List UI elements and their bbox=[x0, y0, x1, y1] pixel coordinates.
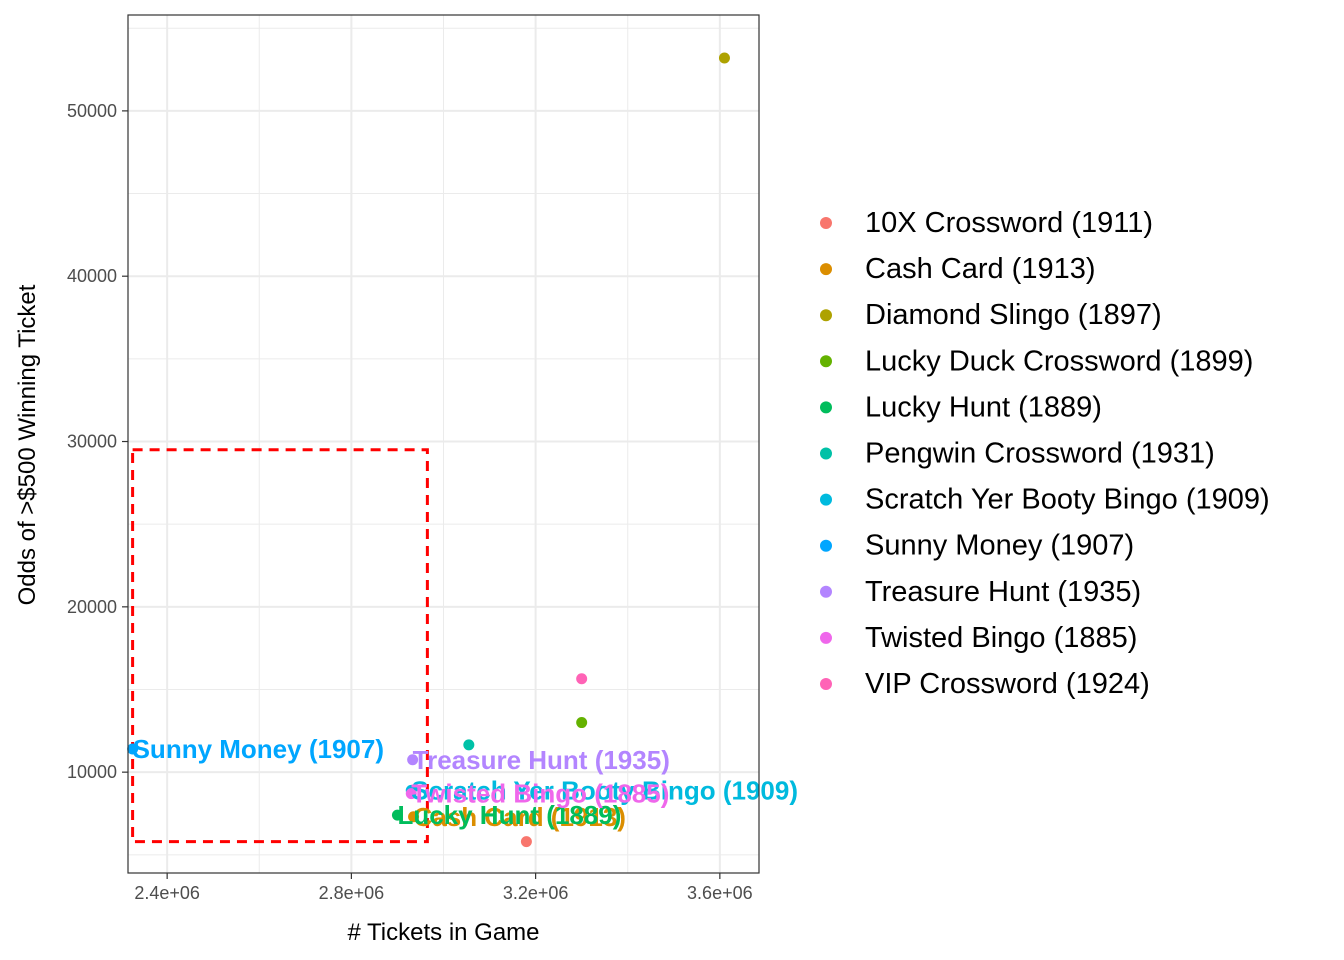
data-point bbox=[408, 811, 420, 823]
legend-key bbox=[820, 631, 832, 644]
legend-key bbox=[820, 539, 832, 552]
y-tick-label: 30000 bbox=[67, 432, 117, 452]
y-tick-label: 40000 bbox=[67, 266, 117, 286]
legend-key bbox=[820, 585, 832, 598]
panel-border bbox=[127, 14, 760, 874]
legend-key bbox=[820, 401, 832, 414]
point-label: Sunny Money (1907) bbox=[133, 734, 384, 764]
data-point bbox=[463, 739, 475, 751]
y-axis: 10000 20000 30000 40000 50000 bbox=[67, 101, 128, 782]
legend-label: Lucky Duck Crossword (1899) bbox=[865, 345, 1253, 377]
data-point bbox=[407, 754, 419, 766]
legend-key bbox=[820, 263, 832, 276]
point-label: Twisted Bingo (1885) bbox=[411, 779, 669, 809]
legend-label: Sunny Money (1907) bbox=[865, 530, 1134, 562]
points-layer bbox=[127, 52, 730, 848]
x-tick-label: 3.6e+06 bbox=[687, 883, 753, 903]
legend-key bbox=[820, 493, 832, 506]
x-tick-label: 3.2e+06 bbox=[503, 883, 569, 903]
legend-label: Twisted Bingo (1885) bbox=[865, 622, 1137, 654]
legend-key bbox=[820, 447, 832, 460]
x-axis-title: # Tickets in Game bbox=[347, 919, 539, 946]
data-point bbox=[391, 809, 403, 821]
legend-label: Diamond Slingo (1897) bbox=[865, 299, 1162, 331]
point-label: Lucky Hunt (1889) bbox=[397, 800, 621, 830]
legend-key bbox=[820, 355, 832, 368]
legend-label: Pengwin Crossword (1931) bbox=[865, 438, 1215, 470]
legend-key bbox=[820, 309, 832, 322]
data-point bbox=[520, 836, 532, 848]
legend-label: Treasure Hunt (1935) bbox=[865, 576, 1141, 608]
point-label: Cash Card (1913) bbox=[414, 802, 626, 832]
highlight-box-layer bbox=[131, 448, 429, 844]
point-labels-layer: Cash Card (1913)Lucky Hunt (1889)Scratch… bbox=[133, 734, 798, 832]
x-axis: 2.4e+06 2.8e+06 3.2e+06 3.6e+06 bbox=[134, 873, 753, 903]
legend-label: VIP Crossword (1924) bbox=[865, 668, 1150, 700]
legend-label: 10X Crossword (1911) bbox=[865, 207, 1153, 239]
x-tick-label: 2.8e+06 bbox=[319, 883, 385, 903]
grid-major bbox=[128, 15, 759, 873]
x-tick-label: 2.4e+06 bbox=[134, 883, 200, 903]
legend-label: Lucky Hunt (1889) bbox=[865, 391, 1102, 423]
data-point bbox=[405, 788, 417, 800]
legend-key bbox=[820, 217, 832, 229]
point-label: Scratch Yer Booty Bingo (1909) bbox=[411, 775, 798, 805]
legend-key bbox=[820, 678, 832, 690]
panel-frame bbox=[127, 14, 760, 874]
data-point bbox=[127, 743, 139, 755]
y-axis-title: Odds of >$500 Winning Ticket bbox=[14, 284, 41, 605]
y-tick-label: 20000 bbox=[67, 597, 117, 617]
data-point bbox=[576, 717, 588, 729]
data-point bbox=[718, 52, 730, 64]
y-tick-label: 10000 bbox=[67, 762, 117, 782]
highlight-box bbox=[131, 448, 429, 844]
legend-label: Cash Card (1913) bbox=[865, 253, 1096, 285]
grid-minor bbox=[128, 15, 759, 873]
point-label: Treasure Hunt (1935) bbox=[413, 745, 670, 775]
data-point bbox=[576, 673, 588, 685]
y-tick-label: 50000 bbox=[67, 101, 117, 121]
legend: 10X Crossword (1911) Cash Card (1913) Diam… bbox=[820, 207, 1270, 700]
legend-label: Scratch Yer Booty Bingo (1909) bbox=[865, 484, 1270, 516]
